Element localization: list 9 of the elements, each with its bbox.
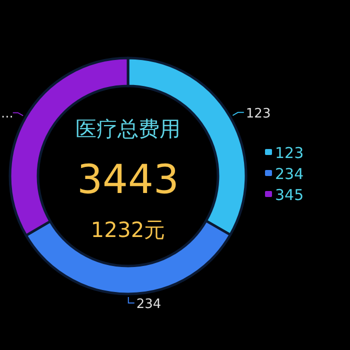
text: ... <box>1 106 14 122</box>
text: 医疗总费用 <box>76 117 180 141</box>
slice-label: 234 <box>136 297 162 312</box>
slice-label: 123 <box>246 106 271 122</box>
legend-label: 123 <box>275 144 304 162</box>
legend-label: 234 <box>275 165 304 183</box>
text: 3443 <box>77 157 179 203</box>
text: 1232元 <box>90 218 166 242</box>
legend-label: 345 <box>275 186 304 204</box>
